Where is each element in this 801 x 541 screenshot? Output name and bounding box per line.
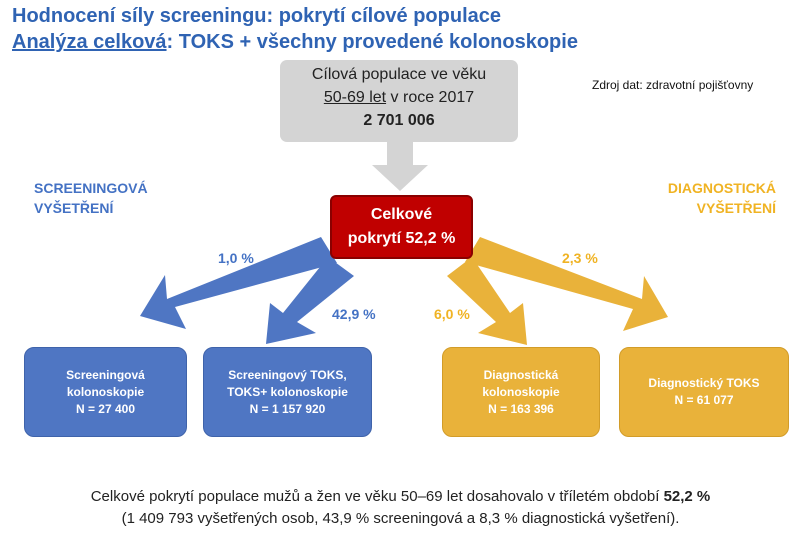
diagnostic-label-line2: VYŠETŘENÍ [696,200,776,216]
footer-line1: Celkové pokrytí populace mužů a žen ve v… [0,486,801,508]
screening-label-line1: SCREENINGOVÁ [34,180,148,196]
pct-screening-colonoscopy: 1,0 % [218,250,254,266]
footer-line2: (1 409 793 vyšetřených osob, 43,9 % scre… [121,510,680,527]
arrow-down-to-coverage [372,142,428,191]
page-subtitle: Analýza celková: TOKS + všechny proveden… [12,30,578,54]
box-screening-colonoscopy-line2: kolonoskopie [66,384,145,399]
footer-summary: Celkové pokrytí populace mužů a žen ve v… [0,486,801,530]
target-population-value: 2 701 006 [363,112,435,129]
box-screening-colonoscopy-count: N = 27 400 [75,401,136,416]
arrow-to-screening-colonoscopy [140,237,337,329]
target-population-box: Cílová populace ve věku 50-69 let v roce… [280,60,518,142]
box-screening-toks: Screeningový TOKS, TOKS+ kolonoskopie N … [203,347,372,437]
box-diagnostic-colonoscopy: Diagnostická kolonoskopie N = 163 396 [442,347,600,437]
pct-diagnostic-toks: 2,3 % [562,250,598,266]
arrow-to-screening-toks [266,257,354,344]
screening-label-line2: VYŠETŘENÍ [34,200,114,216]
box-diagnostic-colonoscopy-count: N = 163 396 [488,401,554,416]
target-population-line1: Cílová populace ve věku [311,66,487,83]
data-source: Zdroj dat: zdravotní pojišťovny [592,78,754,92]
subtitle-underlined: Analýza celková [12,31,167,53]
page-title: Hodnocení síly screeningu: pokrytí cílov… [12,5,502,27]
box-screening-toks-line1: Screeningový TOKS, [228,367,347,382]
year-text: v roce 2017 [386,89,475,106]
box-diagnostic-toks-count: N = 61 077 [674,393,734,407]
box-screening-colonoscopy: Screeningová kolonoskopie N = 27 400 [24,347,187,437]
total-coverage-line1: Celkové [370,206,433,223]
total-coverage-box: Celkové pokrytí 52,2 % [330,195,473,259]
box-diagnostic-toks-line1: Diagnostický TOKS [648,376,760,390]
box-diagnostic-colonoscopy-line1: Diagnostická [483,367,559,382]
footer-line1-value: 52,2 % [663,488,711,505]
arrow-to-diagnostic-colonoscopy [447,257,527,345]
footer-line1-text: Celkové pokrytí populace mužů a žen ve v… [90,488,664,505]
pct-screening-toks: 42,9 % [332,306,376,322]
box-diagnostic-toks: Diagnostický TOKS N = 61 077 [619,347,789,437]
age-range: 50-69 let [323,89,387,106]
target-population-line2: 50-69 let v roce 2017 [280,86,518,109]
box-screening-toks-count: N = 1 157 920 [249,401,326,416]
total-coverage-line2: pokrytí 52,2 % [347,230,456,247]
box-diagnostic-colonoscopy-line2: kolonoskopie [482,384,560,399]
box-screening-toks-line2: TOKS+ kolonoskopie [227,384,348,399]
pct-diagnostic-colonoscopy: 6,0 % [434,306,470,322]
screening-label: SCREENINGOVÁ VYŠETŘENÍ [34,178,148,218]
diagnostic-label: DIAGNOSTICKÁ VYŠETŘENÍ [620,178,776,218]
arrow-to-diagnostic-toks [465,237,668,331]
subtitle-rest: : TOKS + všechny provedené kolonoskopie [166,31,578,53]
box-screening-colonoscopy-line1: Screeningová [66,367,145,382]
diagnostic-label-line1: DIAGNOSTICKÁ [667,180,776,196]
